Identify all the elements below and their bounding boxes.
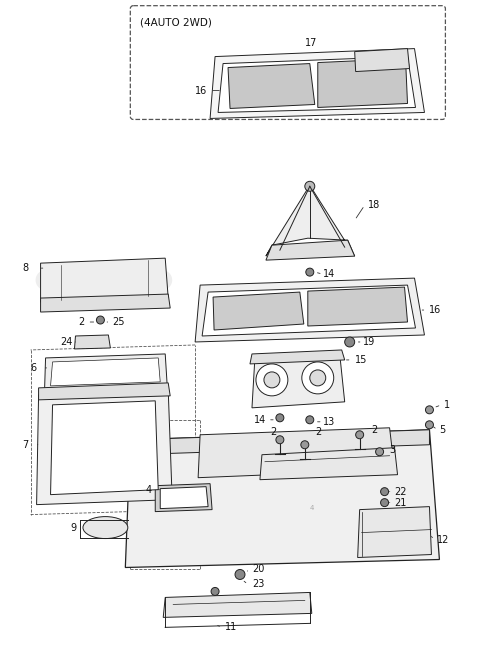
Text: 2: 2 — [270, 427, 276, 437]
Circle shape — [306, 416, 314, 424]
Text: 11: 11 — [225, 623, 237, 632]
Text: 25: 25 — [112, 317, 125, 327]
Text: 21: 21 — [395, 498, 407, 508]
Text: 2: 2 — [78, 317, 84, 327]
Circle shape — [36, 270, 56, 290]
Polygon shape — [198, 428, 395, 478]
Polygon shape — [252, 354, 345, 408]
Circle shape — [425, 406, 433, 414]
Text: 17: 17 — [305, 37, 317, 48]
Polygon shape — [45, 354, 167, 390]
Circle shape — [381, 487, 389, 496]
Text: 14: 14 — [323, 269, 335, 279]
Text: 19: 19 — [363, 337, 375, 347]
Text: 23: 23 — [252, 579, 264, 590]
Polygon shape — [125, 430, 439, 567]
Polygon shape — [213, 292, 304, 330]
Circle shape — [256, 364, 288, 396]
Circle shape — [376, 448, 384, 456]
Polygon shape — [38, 383, 170, 400]
Polygon shape — [195, 278, 424, 342]
Circle shape — [356, 431, 364, 439]
Polygon shape — [41, 258, 168, 302]
Polygon shape — [318, 58, 408, 108]
Polygon shape — [260, 448, 397, 480]
Text: 24: 24 — [60, 337, 73, 347]
Polygon shape — [266, 185, 355, 256]
Polygon shape — [130, 430, 430, 455]
Text: 4: 4 — [145, 485, 151, 495]
Polygon shape — [308, 287, 408, 326]
Text: 18: 18 — [368, 200, 380, 211]
Circle shape — [276, 414, 284, 422]
Text: 2: 2 — [372, 425, 378, 435]
FancyBboxPatch shape — [130, 6, 445, 119]
Text: 9: 9 — [71, 523, 77, 533]
Polygon shape — [50, 401, 158, 495]
Text: 2: 2 — [315, 427, 321, 437]
Circle shape — [305, 181, 315, 192]
Circle shape — [302, 362, 334, 394]
Polygon shape — [36, 390, 172, 504]
Polygon shape — [210, 49, 424, 119]
Polygon shape — [160, 487, 208, 508]
Polygon shape — [74, 335, 110, 349]
Text: 13: 13 — [323, 417, 335, 427]
Text: 12: 12 — [437, 535, 450, 544]
Circle shape — [96, 316, 104, 324]
Polygon shape — [163, 592, 312, 617]
Circle shape — [211, 588, 219, 596]
Circle shape — [345, 337, 355, 347]
Polygon shape — [218, 56, 416, 112]
Polygon shape — [358, 506, 432, 558]
Text: 7: 7 — [23, 440, 29, 450]
Circle shape — [310, 370, 326, 386]
Circle shape — [381, 499, 389, 506]
Circle shape — [152, 270, 172, 290]
Text: 16: 16 — [430, 305, 442, 315]
Text: 6: 6 — [31, 363, 37, 373]
Polygon shape — [202, 285, 416, 336]
Text: 1: 1 — [444, 400, 451, 410]
Text: 16: 16 — [195, 85, 207, 96]
Polygon shape — [266, 240, 355, 260]
Polygon shape — [155, 483, 212, 512]
Text: 15: 15 — [355, 355, 367, 365]
Ellipse shape — [83, 516, 128, 539]
Circle shape — [276, 436, 284, 443]
Text: 20: 20 — [252, 564, 264, 575]
Circle shape — [306, 268, 314, 276]
Text: 4: 4 — [310, 504, 314, 510]
Polygon shape — [250, 350, 345, 364]
Text: 22: 22 — [395, 487, 407, 497]
Text: 14: 14 — [254, 415, 266, 425]
Text: 5: 5 — [439, 425, 445, 435]
Polygon shape — [355, 49, 409, 72]
Circle shape — [235, 569, 245, 579]
Text: (4AUTO 2WD): (4AUTO 2WD) — [140, 18, 212, 28]
Polygon shape — [228, 64, 315, 108]
Circle shape — [301, 441, 309, 449]
Polygon shape — [50, 358, 160, 386]
Text: 8: 8 — [23, 263, 29, 273]
Circle shape — [264, 372, 280, 388]
Circle shape — [425, 420, 433, 429]
Polygon shape — [41, 294, 170, 312]
Text: 3: 3 — [390, 445, 396, 455]
